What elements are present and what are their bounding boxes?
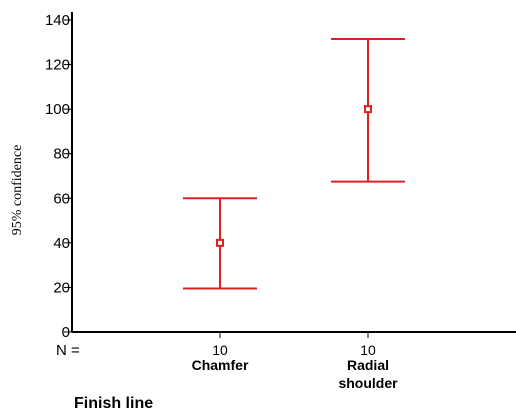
n-value: 10	[212, 342, 228, 358]
y-axis-label: 95% confidence	[10, 145, 25, 236]
x-axis-label: Finish line	[74, 395, 153, 412]
y-tick-label: 60	[53, 190, 70, 207]
mean-marker	[364, 105, 372, 114]
y-tick-label: 140	[45, 12, 70, 29]
y-tick-label: 0	[62, 324, 70, 341]
n-label: N =	[56, 342, 80, 359]
category-label: shoulder	[338, 375, 398, 391]
y-tick-label: 40	[53, 235, 70, 252]
y-tick-label: 100	[45, 101, 70, 118]
category-label: Radial	[347, 357, 389, 373]
plot-area: 02040608010012014010Chamfer10Radialshoul…	[45, 12, 516, 391]
y-tick-label: 20	[53, 279, 70, 296]
y-tick-label: 120	[45, 57, 70, 74]
mean-marker	[216, 238, 224, 247]
y-tick-label: 80	[53, 146, 70, 163]
n-value: 10	[360, 342, 376, 358]
category-label: Chamfer	[192, 357, 249, 373]
